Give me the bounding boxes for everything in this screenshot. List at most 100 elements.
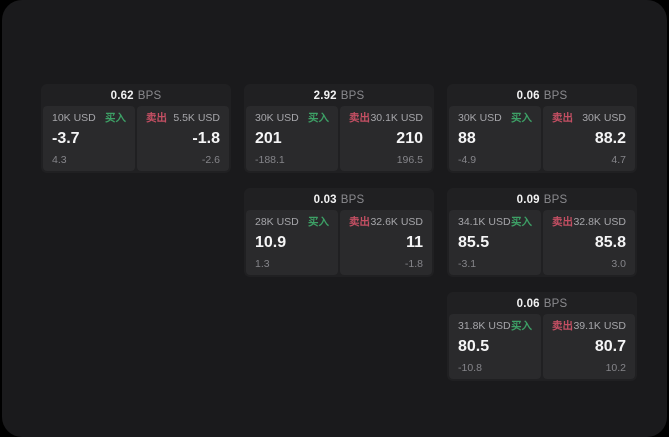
card-body: 34.1K USD 买入 85.5 -3.1 卖出 32.8K USD 85.8…	[449, 210, 635, 275]
sell-amount: 5.5K USD	[173, 112, 220, 124]
sell-panel-top: 卖出 30K USD	[552, 113, 626, 124]
buy-amount: 31.8K USD	[458, 320, 511, 332]
buy-panel[interactable]: 30K USD 买入 88 -4.9	[449, 106, 541, 171]
buy-change: -10.8	[458, 361, 482, 374]
quote-board: 0.62 BPS 10K USD 买入 -3.7 4.3 卖出 5.5K USD	[41, 84, 637, 381]
quote-card: 0.06 BPS 31.8K USD 买入 80.5 -10.8 卖出 39.1…	[447, 292, 637, 381]
buy-panel-top: 34.1K USD 买入	[458, 217, 532, 228]
quote-card: 0.62 BPS 10K USD 买入 -3.7 4.3 卖出 5.5K USD	[41, 84, 231, 173]
sell-panel-top: 卖出 32.6K USD	[349, 217, 423, 228]
card-body: 30K USD 买入 88 -4.9 卖出 30K USD 88.2 4.7	[449, 106, 635, 171]
buy-amount: 30K USD	[255, 112, 299, 124]
buy-price: 88	[458, 130, 476, 147]
buy-label: 买入	[511, 216, 532, 228]
card-header: 0.09 BPS	[449, 190, 635, 210]
sell-change: -1.8	[404, 257, 423, 270]
sell-panel[interactable]: 卖出 30K USD 88.2 4.7	[543, 106, 635, 171]
buy-amount: 10K USD	[52, 112, 96, 124]
card-header: 0.62 BPS	[43, 86, 229, 106]
buy-label: 买入	[308, 216, 329, 228]
buy-price: -3.7	[52, 130, 80, 147]
sell-price: 11	[406, 234, 423, 251]
buy-label: 买入	[308, 112, 329, 124]
buy-panel-top: 10K USD 买入	[52, 113, 126, 124]
sell-panel-top: 卖出 32.8K USD	[552, 217, 626, 228]
sell-label: 卖出	[552, 320, 573, 332]
quote-card: 0.03 BPS 28K USD 买入 10.9 1.3 卖出 32.6K US…	[244, 188, 434, 277]
buy-panel[interactable]: 34.1K USD 买入 85.5 -3.1	[449, 210, 541, 275]
sell-label: 卖出	[552, 216, 573, 228]
sell-label: 卖出	[349, 112, 370, 124]
sell-price: 210	[396, 130, 423, 147]
card-body: 28K USD 买入 10.9 1.3 卖出 32.6K USD 11 -1.8	[246, 210, 432, 275]
buy-label: 买入	[511, 320, 532, 332]
buy-amount: 34.1K USD	[458, 216, 511, 228]
quote-card: 0.06 BPS 30K USD 买入 88 -4.9 卖出 30K USD	[447, 84, 637, 173]
sell-price: 80.7	[594, 338, 626, 355]
sell-price: -1.8	[192, 130, 220, 147]
sell-change: 4.7	[611, 153, 626, 166]
bps-unit: BPS	[137, 90, 162, 102]
sell-change: 10.2	[605, 361, 626, 374]
bps-value: 0.06	[516, 90, 540, 102]
buy-price: 85.5	[458, 234, 490, 251]
card-header: 0.06 BPS	[449, 294, 635, 314]
sell-label: 卖出	[146, 112, 167, 124]
buy-change: -4.9	[458, 153, 477, 166]
sell-amount: 30K USD	[582, 112, 626, 124]
bps-value: 0.06	[516, 298, 540, 310]
sell-price: 88.2	[594, 130, 626, 147]
card-header: 2.92 BPS	[246, 86, 432, 106]
buy-amount: 30K USD	[458, 112, 502, 124]
card-body: 30K USD 买入 201 -188.1 卖出 30.1K USD 210 1…	[246, 106, 432, 171]
sell-change: 3.0	[611, 257, 626, 270]
bps-value: 0.09	[516, 194, 540, 206]
buy-panel[interactable]: 10K USD 买入 -3.7 4.3	[43, 106, 135, 171]
sell-label: 卖出	[552, 112, 573, 124]
sell-amount: 32.6K USD	[370, 216, 423, 228]
buy-label: 买入	[511, 112, 532, 124]
sell-price: 85.8	[594, 234, 626, 251]
sell-change: 196.5	[396, 153, 423, 166]
buy-change: 4.3	[52, 153, 67, 166]
buy-price: 201	[255, 130, 282, 147]
sell-panel[interactable]: 卖出 5.5K USD -1.8 -2.6	[137, 106, 229, 171]
buy-panel[interactable]: 30K USD 买入 201 -188.1	[246, 106, 338, 171]
sell-panel-top: 卖出 39.1K USD	[552, 321, 626, 332]
buy-panel[interactable]: 28K USD 买入 10.9 1.3	[246, 210, 338, 275]
bps-unit: BPS	[543, 194, 568, 206]
buy-amount: 28K USD	[255, 216, 299, 228]
buy-panel-top: 30K USD 买入	[255, 113, 329, 124]
sell-panel-top: 卖出 30.1K USD	[349, 113, 423, 124]
bps-unit: BPS	[543, 298, 568, 310]
bps-value: 0.62	[110, 90, 134, 102]
buy-label: 买入	[105, 112, 126, 124]
buy-price: 80.5	[458, 338, 490, 355]
sell-label: 卖出	[349, 216, 370, 228]
sell-change: -2.6	[201, 153, 220, 166]
sell-amount: 39.1K USD	[573, 320, 626, 332]
sell-panel[interactable]: 卖出 30.1K USD 210 196.5	[340, 106, 432, 171]
sell-panel-top: 卖出 5.5K USD	[146, 113, 220, 124]
bps-value: 0.03	[313, 194, 337, 206]
sell-amount: 32.8K USD	[573, 216, 626, 228]
buy-change: -188.1	[255, 153, 285, 166]
buy-change: 1.3	[255, 257, 270, 270]
buy-panel[interactable]: 31.8K USD 买入 80.5 -10.8	[449, 314, 541, 379]
buy-change: -3.1	[458, 257, 477, 270]
card-body: 10K USD 买入 -3.7 4.3 卖出 5.5K USD -1.8 -2.…	[43, 106, 229, 171]
sell-amount: 30.1K USD	[370, 112, 423, 124]
sell-panel[interactable]: 卖出 32.8K USD 85.8 3.0	[543, 210, 635, 275]
bps-value: 2.92	[313, 90, 337, 102]
quote-card: 2.92 BPS 30K USD 买入 201 -188.1 卖出 30.1K …	[244, 84, 434, 173]
card-body: 31.8K USD 买入 80.5 -10.8 卖出 39.1K USD 80.…	[449, 314, 635, 379]
bps-unit: BPS	[340, 90, 365, 102]
sell-panel[interactable]: 卖出 32.6K USD 11 -1.8	[340, 210, 432, 275]
bps-unit: BPS	[543, 90, 568, 102]
buy-panel-top: 31.8K USD 买入	[458, 321, 532, 332]
quote-card: 0.09 BPS 34.1K USD 买入 85.5 -3.1 卖出 32.8K…	[447, 188, 637, 277]
card-header: 0.06 BPS	[449, 86, 635, 106]
card-header: 0.03 BPS	[246, 190, 432, 210]
sell-panel[interactable]: 卖出 39.1K USD 80.7 10.2	[543, 314, 635, 379]
